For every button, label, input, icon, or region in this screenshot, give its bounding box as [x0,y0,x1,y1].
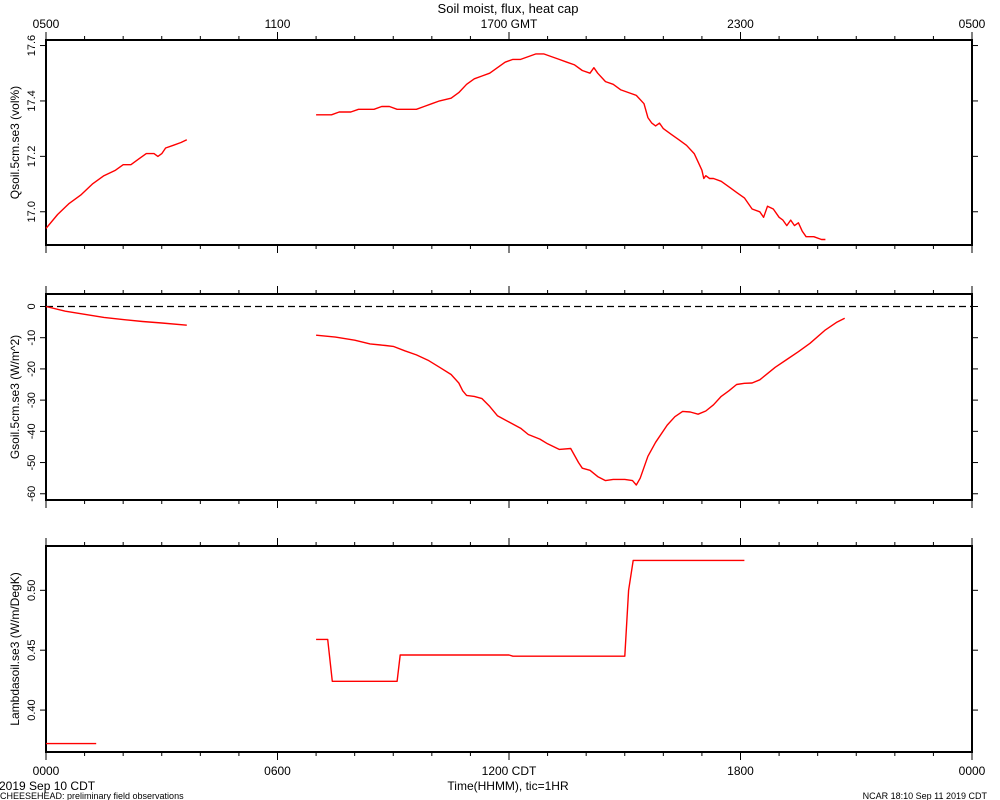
bottom-x-tick-label: 0000 [33,764,60,778]
y-tick-label: 17.0 [26,201,38,222]
bottom-x-tick-label: 1200 CDT [482,764,537,778]
series-line-segment [316,53,826,241]
top-x-tick-label: 0500 [33,17,60,31]
y-tick-label: -10 [26,330,38,346]
y-axis-label: Qsoil.5cm.se3 (vol%) [8,86,22,199]
y-tick-label: 0 [26,303,38,309]
panels: 17.0 17.2 17.4 17.6 Qsoil.5cm.se3 (vol%) 0 -10… [8,17,986,778]
y-tick-label: 17.2 [26,146,38,167]
y-tick-label: 0.50 [26,580,38,601]
panel-1: 17.0 17.2 17.4 17.6 Qsoil.5cm.se3 (vol%) [8,32,978,253]
bottom-x-tick-label: 0600 [264,764,291,778]
bottom-x-tick-label: 0000 [959,764,986,778]
figure-title: Soil moist, flux, heat cap [438,1,579,16]
footer-right: NCAR 18:10 Sep 11 2019 CDT [863,791,988,800]
plot-frame [45,545,973,753]
plot-frame [45,39,973,246]
y-tick-label: 0.45 [26,639,38,660]
y-tick-label: 17.6 [26,35,38,56]
footer-left: CHEESEHEAD: preliminary field observatio… [0,791,184,800]
series-line-segment [316,317,846,486]
y-tick-label: -50 [26,455,38,471]
top-x-tick-label: 1700 GMT [481,17,538,31]
panel-3: 0.40 0.45 0.50 Lambdasoil.se3 (W/m/DegK) [8,538,978,760]
y-tick-label: -30 [26,392,38,408]
y-tick-label: -60 [26,486,38,502]
y-axis-label: Lambdasoil.se3 (W/m/DegK) [8,572,22,725]
series-line-segment [45,305,187,326]
bottom-x-tick-label: 1800 [727,764,754,778]
y-axis-label: Gsoil.5cm.se3 (W/m^2) [8,335,22,459]
y-tick-label: 17.4 [26,90,38,111]
top-x-tick-label: 0500 [959,17,986,31]
top-x-tick-label: 1100 [265,17,291,31]
date-label: 2019 Sep 10 CDT [0,779,96,793]
series-line-segment [45,139,188,229]
top-x-tick-label: 2300 [727,17,754,31]
y-tick-label: -40 [26,423,38,439]
x-axis-label: Time(HHMM), tic=1HR [447,779,569,793]
y-tick-label: -20 [26,361,38,377]
series-line-segment [316,559,745,682]
y-tick-label: 0.40 [26,699,38,720]
panel-2: 0 -10 -20 -30 -40 -50 -60 Gsoil.5cm.se3 (W/m^2) [8,286,978,508]
